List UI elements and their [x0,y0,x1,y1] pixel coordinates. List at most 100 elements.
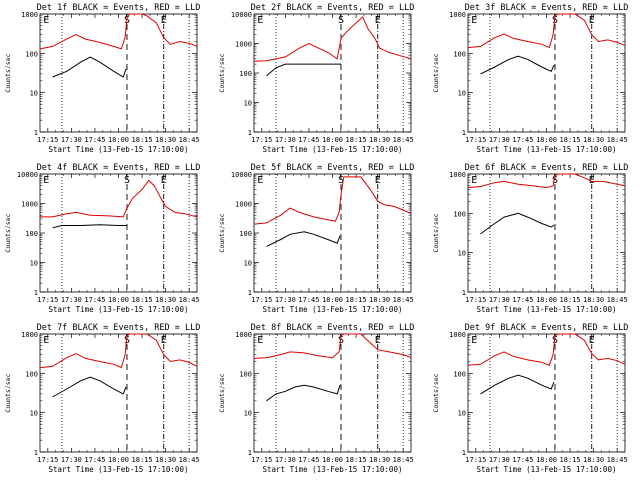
y-tick-label: 10 [244,260,252,268]
x-tick-label: 18:45 [179,136,200,144]
x-tick-label: 17:45 [512,456,533,464]
x-tick-label: 17:45 [84,456,105,464]
x-tick-label: 17:15 [37,296,58,304]
y-tick-label: 100 [25,50,38,58]
y-axis-label: Counts/sec [432,213,440,252]
x-tick-label: 18:30 [155,136,176,144]
interval-marker-label: E [257,175,263,186]
series-line-0 [39,13,198,50]
chart-panel-6: Det 6f BLACK = Events, RED = LLD Counts/s… [432,163,628,314]
x-tick-label: 17:45 [512,136,533,144]
x-tick-label: 17:30 [275,296,296,304]
chart-title: Det 4f BLACK = Events, RED = LLD [37,163,201,173]
series-line-0 [467,333,626,366]
y-tick-label: 1000 [21,11,38,19]
chart-title: Det 9f BLACK = Events, RED = LLD [465,323,629,333]
x-tick-label: 18:00 [322,136,343,144]
interval-marker-label: E [375,175,381,186]
y-tick-label: 1 [462,289,466,297]
x-tick-label: 18:45 [607,136,628,144]
series-line-1 [52,224,127,229]
x-axis-label: Start Time (13-Feb-15 17:10:00) [477,465,617,474]
y-tick-label: 10 [458,250,466,258]
interval-marker-label: E [161,335,167,346]
y-axis-label: Counts/sec [4,373,12,412]
x-tick-label: 18:00 [536,136,557,144]
interval-marker-label: E [43,175,49,186]
y-axis-label: Counts/sec [4,53,12,92]
x-axis-label: Start Time (13-Feb-15 17:10:00) [49,145,189,154]
y-axis-label: Counts/sec [218,373,226,412]
series-line-1 [266,231,341,247]
chart-panel-1: Det 1f BLACK = Events, RED = LLD Counts/s… [4,3,200,154]
x-axis-label: Start Time (13-Feb-15 17:10:00) [49,465,189,474]
y-tick-label: 1 [462,449,466,457]
x-tick-label: 18:30 [583,456,604,464]
y-tick-label: 1 [248,289,252,297]
x-tick-label: 18:45 [179,296,200,304]
chart-title: Det 2f BLACK = Events, RED = LLD [251,3,415,13]
interval-marker-label: E [589,175,595,186]
x-tick-label: 18:30 [155,456,176,464]
x-tick-label: 17:15 [465,136,486,144]
x-tick-label: 18:30 [369,456,390,464]
series-line-1 [480,212,555,235]
x-tick-label: 18:45 [393,456,414,464]
interval-marker-label: E [257,15,263,26]
y-tick-label: 1000 [449,331,466,339]
chart-panel-9: Det 9f BLACK = Events, RED = LLD Counts/s… [432,323,628,474]
y-tick-label: 1 [34,289,38,297]
y-axis-label: Counts/sec [432,373,440,412]
interval-marker-label: S [338,175,344,186]
x-tick-label: 17:15 [251,296,272,304]
y-tick-label: 1000 [21,201,38,209]
x-tick-label: 17:45 [298,296,319,304]
series-line-0 [39,333,198,369]
chart-title: Det 7f BLACK = Events, RED = LLD [37,323,201,333]
y-tick-label: 1 [248,449,252,457]
y-tick-label: 1 [248,129,252,137]
x-tick-label: 17:30 [275,136,296,144]
x-tick-label: 18:00 [322,456,343,464]
x-tick-label: 18:30 [369,296,390,304]
x-tick-label: 18:00 [108,456,129,464]
x-tick-label: 17:45 [298,136,319,144]
axes-frame [39,173,198,293]
series-line-1 [480,55,555,75]
y-tick-label: 10 [30,410,38,418]
series-line-0 [253,16,412,62]
y-tick-label: 10 [458,90,466,98]
series-line-1 [480,374,555,395]
x-tick-label: 18:15 [346,456,367,464]
x-tick-label: 17:30 [489,296,510,304]
interval-marker-label: E [43,335,49,346]
x-tick-label: 17:45 [84,136,105,144]
axes-frame [467,333,626,453]
x-tick-label: 17:15 [251,136,272,144]
interval-marker-label: E [375,15,381,26]
y-tick-label: 100 [25,370,38,378]
series-line-0 [40,179,198,218]
x-tick-label: 17:15 [465,296,486,304]
axes-frame [253,13,412,133]
chart-panel-2: Det 2f BLACK = Events, RED = LLD Counts/s… [218,3,414,154]
series-line-1 [266,384,341,402]
y-axis-label: Counts/sec [4,213,12,252]
x-tick-label: 18:00 [108,136,129,144]
x-tick-label: 18:00 [322,296,343,304]
x-tick-label: 18:45 [393,136,414,144]
x-tick-label: 18:15 [346,296,367,304]
x-tick-label: 18:45 [179,456,200,464]
x-axis-label: Start Time (13-Feb-15 17:10:00) [477,305,617,314]
x-tick-label: 18:30 [583,136,604,144]
series-line-1 [266,63,341,77]
y-tick-label: 10000 [17,171,38,179]
y-tick-label: 100 [453,210,466,218]
y-tick-label: 10 [244,100,252,108]
x-tick-label: 18:45 [607,456,628,464]
y-tick-label: 10000 [231,171,252,179]
interval-marker-label: S [338,335,344,346]
y-axis-label: Counts/sec [218,53,226,92]
y-axis-label: Counts/sec [218,213,226,252]
